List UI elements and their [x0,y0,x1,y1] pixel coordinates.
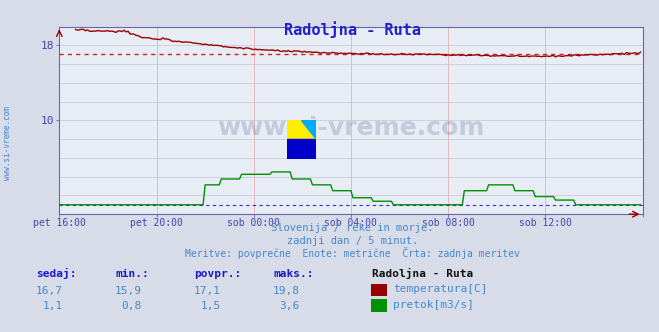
Text: www.si-vreme.com: www.si-vreme.com [217,116,484,140]
Text: 1,1: 1,1 [42,301,63,311]
Text: zadnji dan / 5 minut.: zadnji dan / 5 minut. [287,236,418,246]
Text: 15,9: 15,9 [115,286,142,296]
Text: Radoljna - Ruta: Radoljna - Ruta [372,268,474,279]
Polygon shape [287,120,316,159]
Text: 3,6: 3,6 [279,301,300,311]
Polygon shape [287,120,302,139]
Text: 0,8: 0,8 [121,301,142,311]
Text: 1,5: 1,5 [200,301,221,311]
Text: povpr.:: povpr.: [194,269,242,279]
Text: 19,8: 19,8 [273,286,300,296]
Text: sedaj:: sedaj: [36,268,76,279]
Text: Slovenija / reke in morje.: Slovenija / reke in morje. [272,223,434,233]
Text: 17,1: 17,1 [194,286,221,296]
Polygon shape [302,120,316,139]
Polygon shape [287,139,316,159]
Text: temperatura[C]: temperatura[C] [393,284,488,294]
Text: www.si-vreme.com: www.si-vreme.com [3,106,13,180]
Text: pretok[m3/s]: pretok[m3/s] [393,300,474,310]
Text: Radoljna - Ruta: Radoljna - Ruta [284,22,421,39]
Text: min.:: min.: [115,269,149,279]
Text: maks.:: maks.: [273,269,314,279]
Text: Meritve: povprečne  Enote: metrične  Črta: zadnja meritev: Meritve: povprečne Enote: metrične Črta:… [185,247,520,259]
Text: 16,7: 16,7 [36,286,63,296]
